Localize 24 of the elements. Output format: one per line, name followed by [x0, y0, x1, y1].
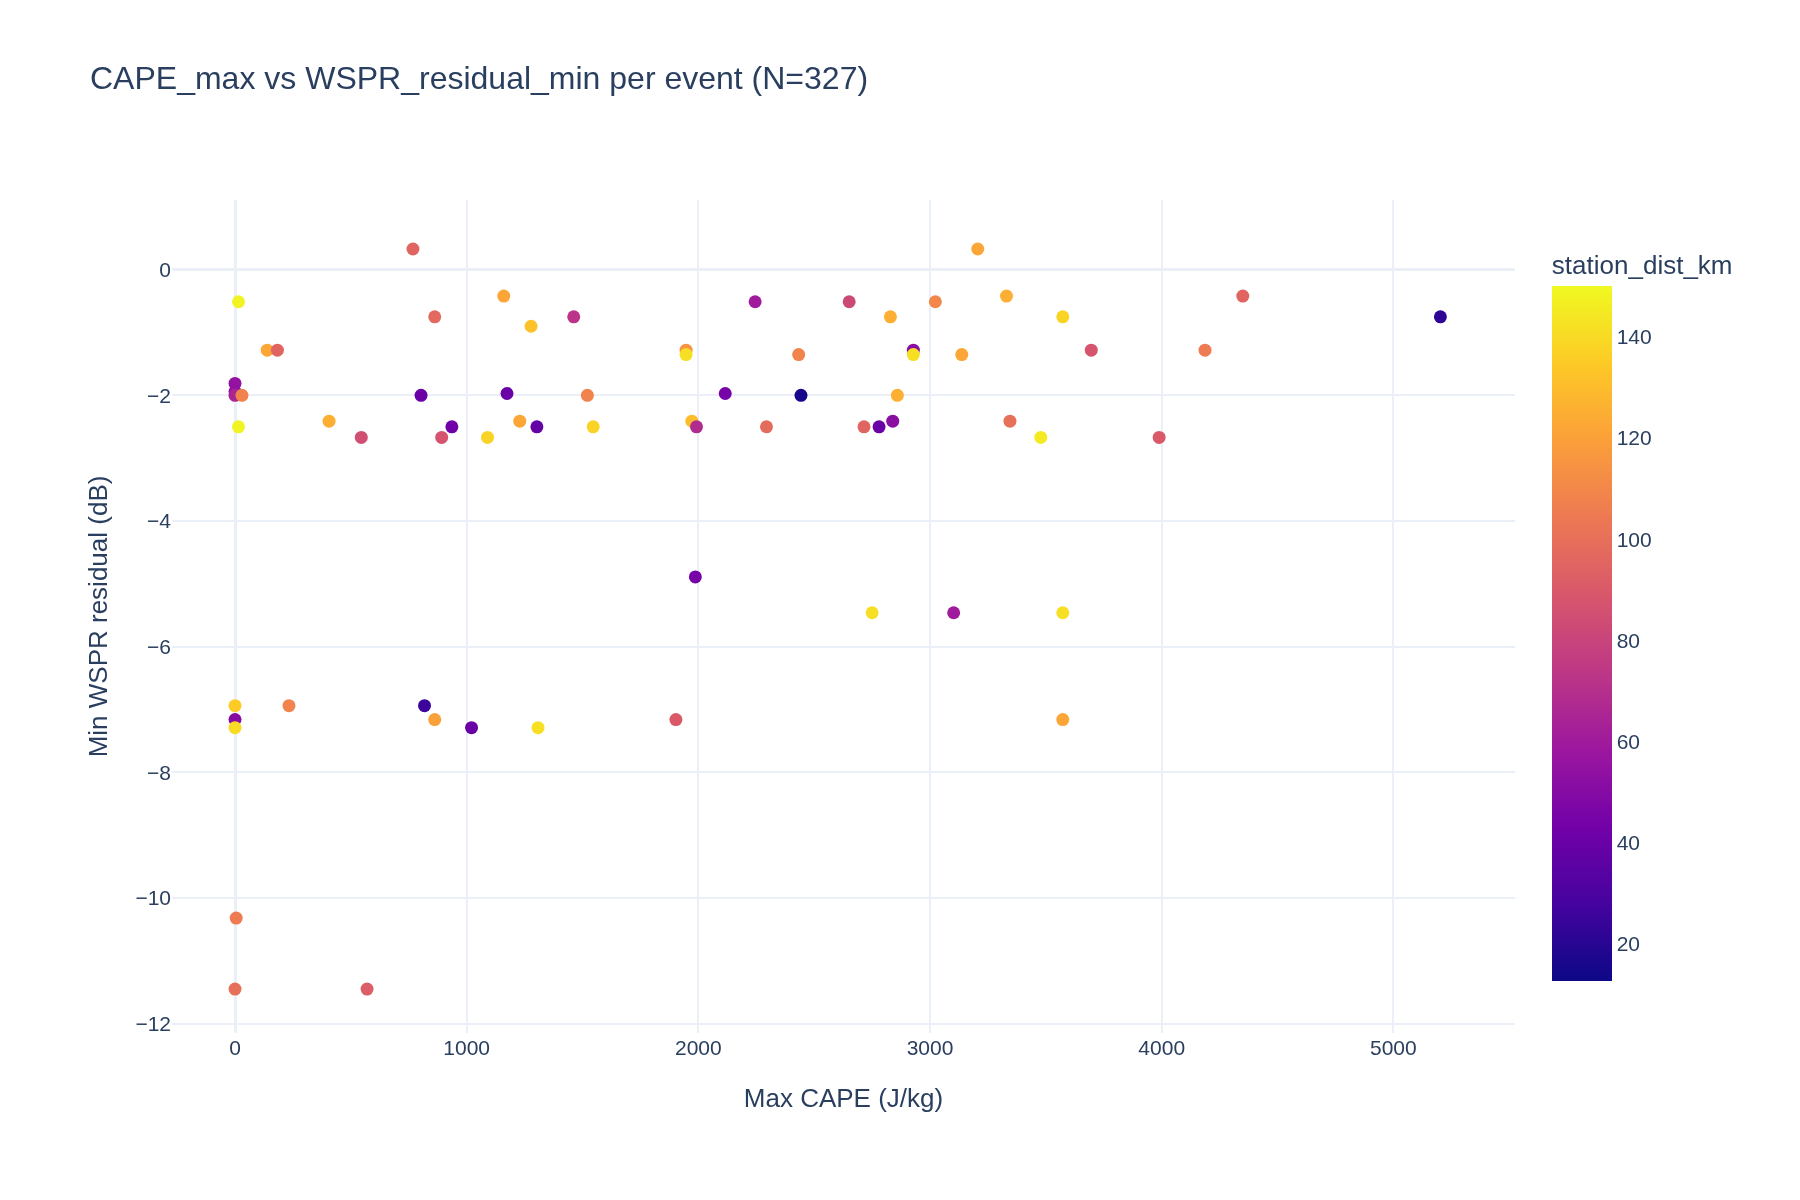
y-tick-label: −4: [147, 509, 172, 533]
color-bar-label: 60: [1616, 729, 1641, 753]
color-bar-label: 140: [1616, 325, 1652, 349]
y-tick-label: −12: [135, 1011, 171, 1035]
chart-title: CAPE_max vs WSPR_residual_min per event (N=327): [90, 60, 869, 97]
y-tick-label: −6: [147, 635, 171, 658]
x-tick-label: 2000: [675, 1036, 722, 1059]
x-tick-label: 1000: [443, 1036, 491, 1059]
x-axis-title: Max CAPE (J/kg): [743, 1082, 944, 1113]
x-tick-label: 4000: [1138, 1036, 1186, 1059]
color-bar-label: 20: [1616, 931, 1641, 955]
y-tick-label: −10: [135, 886, 171, 910]
x-tick-label: 0: [229, 1036, 241, 1059]
color-bar-label: 40: [1616, 830, 1641, 854]
color-bar-label: 80: [1616, 628, 1641, 652]
y-tick-label: 0: [159, 258, 171, 282]
x-tick-label: 5000: [1370, 1036, 1417, 1059]
color-bar-title: station_dist_km: [1551, 250, 1733, 280]
y-axis-title: Min WSPR residual (dB): [82, 475, 113, 758]
color-bar-label: 120: [1616, 426, 1652, 450]
y-tick-label: −2: [147, 383, 171, 407]
x-tick-label: 3000: [906, 1036, 954, 1059]
y-tick-label: −8: [147, 760, 171, 784]
color-bar-label: 100: [1616, 527, 1652, 551]
